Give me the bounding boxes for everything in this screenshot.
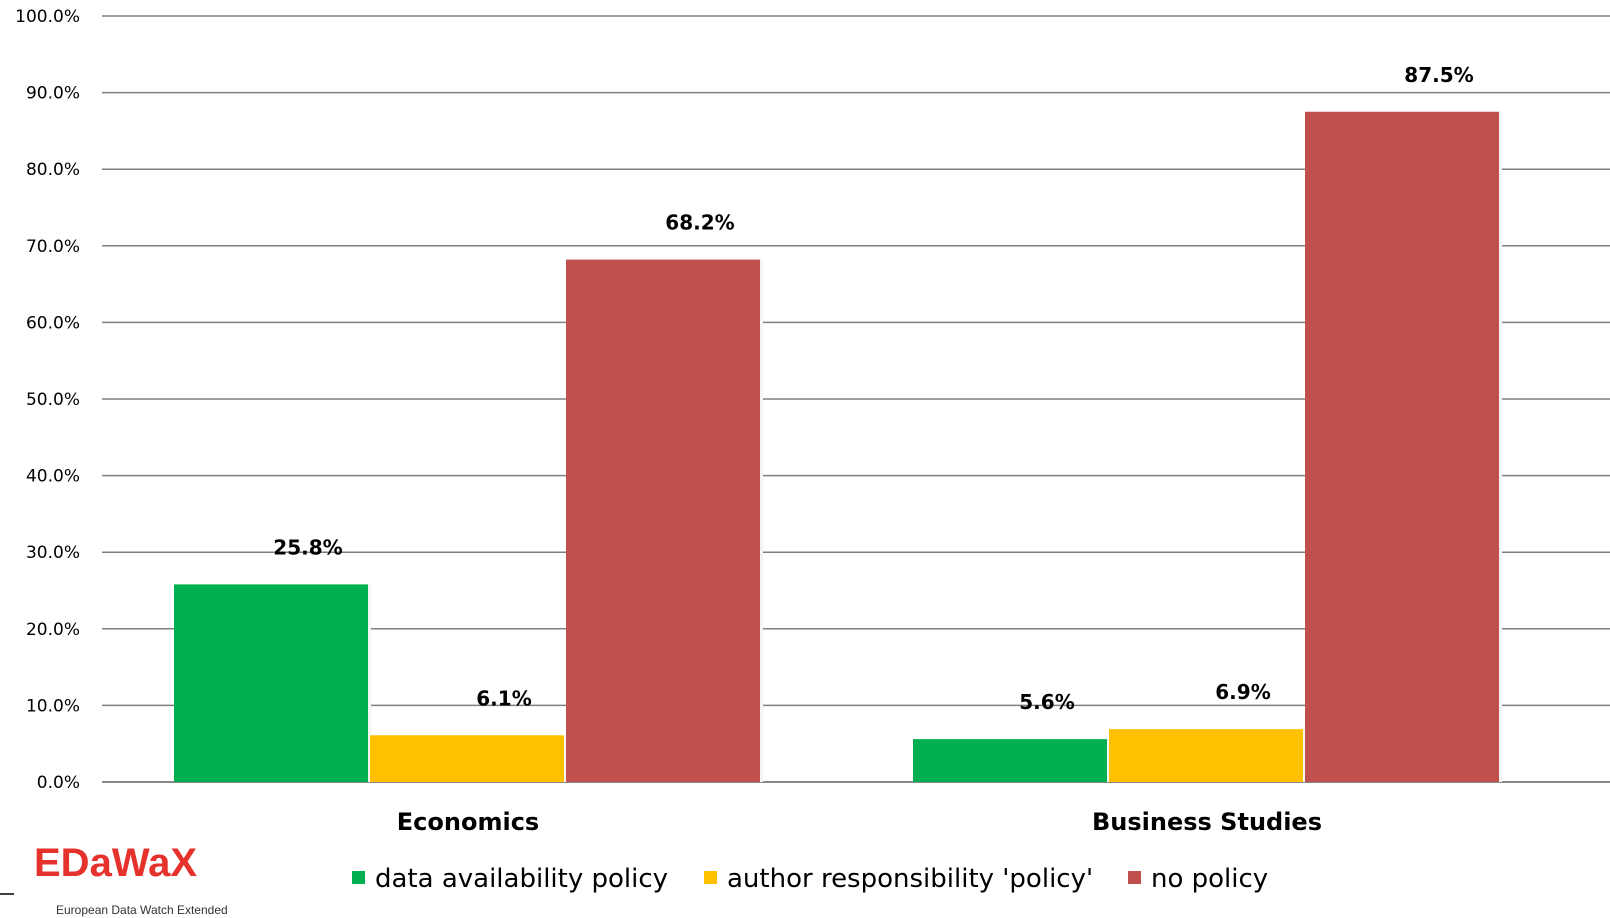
legend: data availability policy author responsib… bbox=[352, 864, 1268, 894]
bar-shadow bbox=[1107, 739, 1110, 782]
bar bbox=[370, 735, 564, 782]
bar bbox=[566, 259, 760, 782]
y-tick-label: 60.0% bbox=[26, 313, 80, 333]
y-axis-ticks: 0.0% 10.0% 20.0% 30.0% 40.0% 50.0% 60.0% 70.0% 8… bbox=[15, 7, 80, 793]
data-label: 5.6% bbox=[1019, 690, 1074, 714]
bar-shadow bbox=[564, 735, 567, 782]
bar bbox=[174, 584, 368, 782]
legend-swatch bbox=[352, 871, 365, 884]
y-tick-label: 10.0% bbox=[26, 696, 80, 716]
data-label: 6.1% bbox=[476, 686, 531, 710]
legend-label: author responsibility 'policy' bbox=[727, 864, 1093, 894]
legend-label: no policy bbox=[1151, 864, 1268, 894]
bar-shadow bbox=[760, 259, 763, 782]
y-tick-label: 70.0% bbox=[26, 237, 80, 257]
legend-swatch bbox=[1128, 871, 1141, 884]
bar-shadow bbox=[1499, 111, 1502, 782]
data-label: 6.9% bbox=[1215, 680, 1270, 704]
data-label: 87.5% bbox=[1404, 63, 1473, 87]
y-tick-label: 100.0% bbox=[15, 7, 80, 27]
bar bbox=[1109, 729, 1303, 782]
y-tick-label: 80.0% bbox=[26, 160, 80, 180]
bars bbox=[174, 111, 1502, 782]
y-tick-label: 90.0% bbox=[26, 84, 80, 104]
y-tick-label: 0.0% bbox=[37, 773, 80, 793]
logo-name: EDaWaX bbox=[34, 841, 197, 885]
data-label: 25.8% bbox=[273, 535, 342, 559]
category-label: Business Studies bbox=[1092, 808, 1322, 836]
y-tick-label: 20.0% bbox=[26, 620, 80, 640]
data-labels: 25.8% 6.1% 68.2% 5.6% 6.9% 87.5% bbox=[273, 63, 1473, 714]
bar-shadow bbox=[1303, 729, 1306, 782]
bar bbox=[913, 739, 1107, 782]
bar-shadow bbox=[368, 584, 371, 782]
bar bbox=[1305, 111, 1499, 782]
edawax-logo: EDaWaX European Data Watch Extended bbox=[0, 841, 228, 917]
category-label: Economics bbox=[397, 808, 539, 836]
category-labels: Economics Business Studies bbox=[397, 808, 1322, 836]
y-tick-label: 30.0% bbox=[26, 543, 80, 563]
legend-label: data availability policy bbox=[375, 864, 668, 894]
y-tick-label: 50.0% bbox=[26, 390, 80, 410]
legend-swatch bbox=[704, 871, 717, 884]
logo-subtitle: European Data Watch Extended bbox=[56, 903, 228, 917]
y-tick-label: 40.0% bbox=[26, 467, 80, 487]
data-label: 68.2% bbox=[665, 211, 734, 235]
